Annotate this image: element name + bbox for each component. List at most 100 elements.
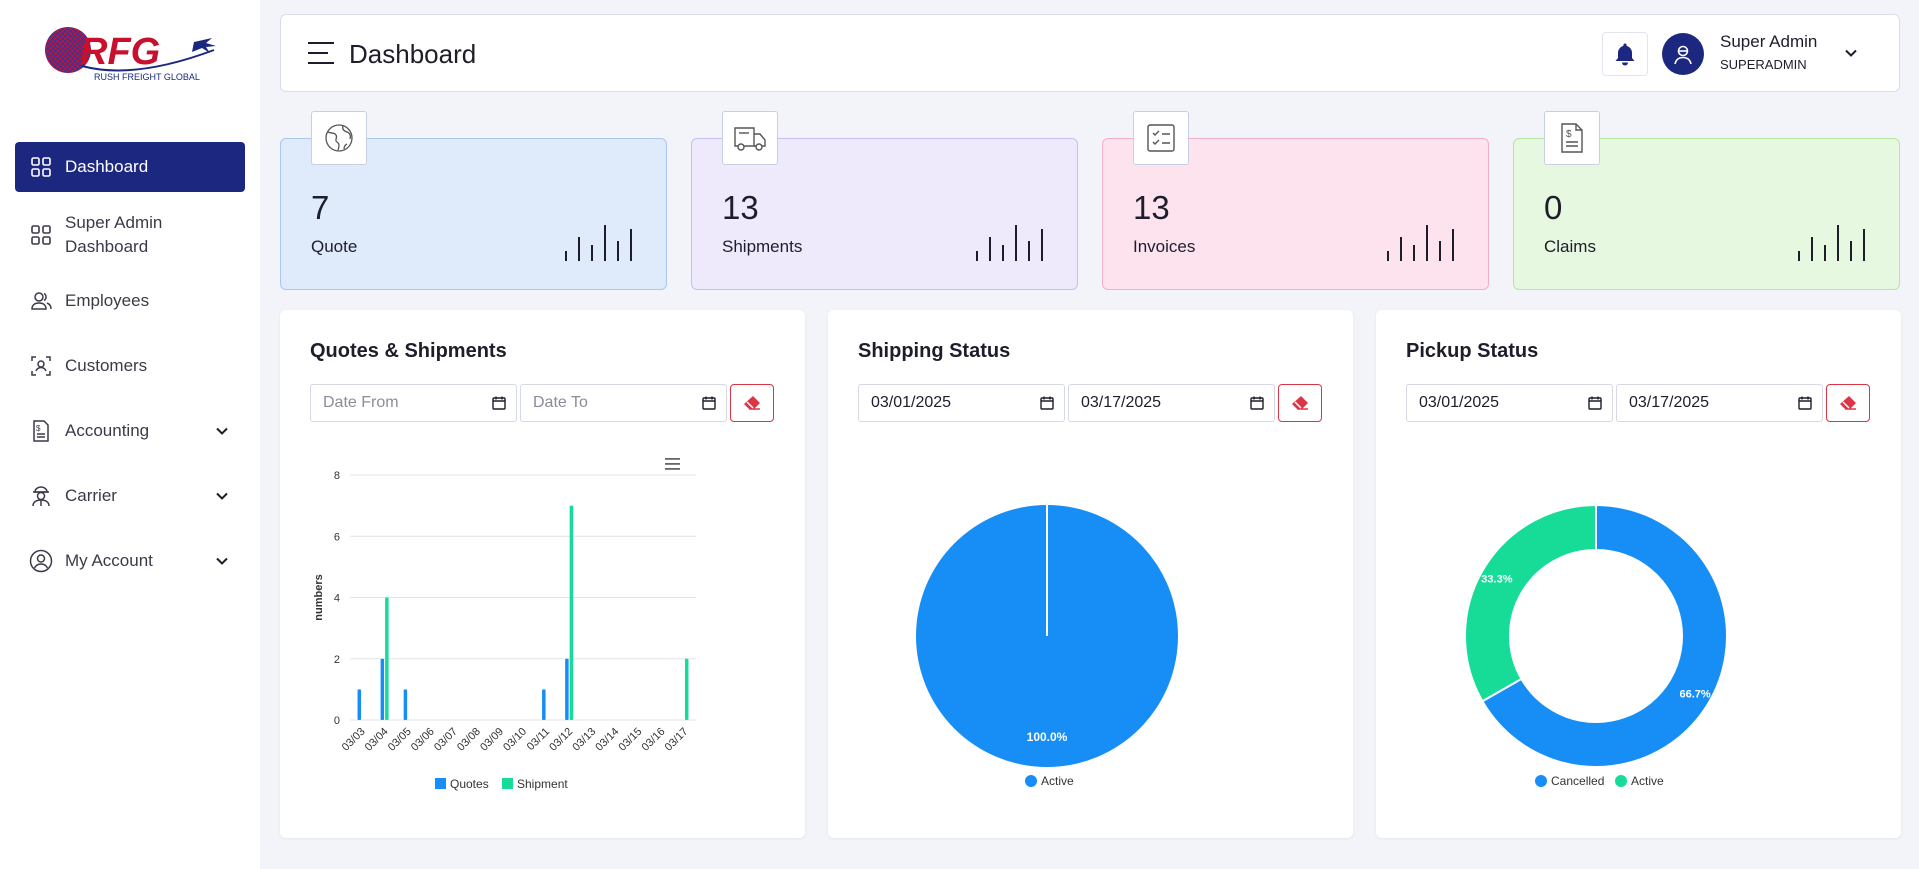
clear-dates-button[interactable]	[1278, 384, 1322, 422]
date-to-input[interactable]: Date To	[520, 384, 727, 422]
date-to-input[interactable]: 03/17/2025	[1616, 384, 1823, 422]
sidebar-nav: Dashboard Super Admin Dashboard Employee…	[15, 142, 245, 601]
logo-text: RFG	[80, 31, 160, 73]
bar-sparkline-icon	[1798, 225, 1865, 261]
user-name[interactable]: Super Admin	[1720, 32, 1818, 51]
legend-swatch	[1025, 775, 1037, 787]
date-from-value: 03/01/2025	[1419, 394, 1500, 411]
hamburger-menu-icon[interactable]	[307, 39, 335, 67]
legend-swatch	[1615, 775, 1627, 787]
stat-value: 13	[1133, 189, 1170, 226]
stat-label: Shipments	[722, 237, 803, 256]
grid-icon	[29, 223, 53, 247]
date-from-input[interactable]: Date From	[310, 384, 517, 422]
chart-menu-icon[interactable]	[665, 458, 680, 470]
svg-text:$: $	[36, 424, 41, 433]
donut-slice-cancelled	[1481, 503, 1728, 768]
panel-title: Quotes & Shipments	[310, 340, 507, 362]
bar-shipment	[684, 658, 689, 720]
carrier-person-icon	[29, 484, 53, 508]
sidebar-item-label: Carrier	[65, 486, 117, 505]
quotes-shipments-panel: Quotes & Shipments Date From Date To 0 2 4…	[280, 310, 805, 838]
sidebar-item-label: Super Admin Dashboard	[65, 213, 163, 256]
notifications-button[interactable]	[1602, 32, 1648, 76]
x-tick-label: 03/04	[363, 726, 391, 754]
sidebar-item-my-account[interactable]: My Account	[15, 536, 245, 586]
bar-shipment	[569, 505, 574, 720]
eraser-icon	[744, 396, 760, 410]
stat-value: 13	[722, 189, 759, 226]
stat-card-claims[interactable]: $ 0 Claims	[1513, 111, 1900, 290]
chevron-down-icon[interactable]	[215, 424, 229, 438]
stat-icon-badge	[311, 111, 367, 165]
bell-icon	[1615, 43, 1635, 66]
stat-card-shipments[interactable]: 13 Shipments	[691, 111, 1078, 290]
calendar-icon[interactable]	[1250, 396, 1264, 410]
date-from-value: 03/01/2025	[871, 394, 952, 411]
stat-card-quote[interactable]: 7 Quote	[280, 111, 667, 290]
chevron-down-icon[interactable]	[215, 554, 229, 568]
data-label: 100.0%	[1027, 730, 1068, 744]
date-from-placeholder: Date From	[323, 394, 399, 411]
stat-icon-badge	[722, 111, 778, 165]
panel-title: Shipping Status	[858, 340, 1011, 362]
stat-icon-badge	[1133, 111, 1189, 165]
clear-dates-button[interactable]	[730, 384, 774, 422]
user-avatar-icon	[1674, 45, 1692, 65]
panel-title: Pickup Status	[1406, 340, 1539, 362]
rfg-logo[interactable]: RFG RUSH FREIGHT GLOBAL	[44, 20, 224, 86]
stat-card-invoices[interactable]: 13 Invoices	[1102, 111, 1489, 290]
user-scan-icon	[29, 354, 53, 378]
quotes-shipments-bar-chart: 02468numbers03/0303/0403/0503/0603/0703/…	[313, 458, 696, 791]
date-from-input[interactable]: 03/01/2025	[1406, 384, 1613, 422]
avatar[interactable]	[1662, 33, 1704, 75]
calendar-icon[interactable]	[1798, 396, 1812, 410]
x-tick-label: 03/08	[455, 726, 483, 754]
y-tick-label: 0	[334, 715, 340, 727]
eraser-icon	[1840, 396, 1856, 410]
calendar-icon[interactable]	[492, 396, 506, 410]
sidebar-item-super-admin-dashboard[interactable]: Super Admin Dashboard	[15, 207, 245, 263]
donut-slice-active	[1464, 503, 1597, 703]
sidebar-item-dashboard[interactable]: Dashboard	[15, 142, 245, 192]
y-tick-label: 2	[334, 654, 340, 666]
sidebar: RFG RUSH FREIGHT GLOBAL Dashboard Super …	[0, 0, 260, 869]
sidebar-item-label: My Account	[65, 551, 153, 570]
pickup-status-donut-chart: 66.7% 33.3% Cancelled Active	[1464, 503, 1728, 788]
clear-dates-button[interactable]	[1826, 384, 1870, 422]
sidebar-item-accounting[interactable]: $ Accounting	[15, 406, 245, 456]
user-role: SUPERADMIN	[1720, 57, 1807, 72]
invoice-icon: $	[29, 419, 53, 443]
chevron-down-icon[interactable]	[215, 489, 229, 503]
y-axis-label: numbers	[313, 574, 325, 620]
y-tick-label: 6	[334, 531, 340, 543]
x-tick-label: 03/15	[617, 726, 645, 754]
date-to-input[interactable]: 03/17/2025	[1068, 384, 1275, 422]
sidebar-item-employees[interactable]: Employees	[15, 276, 245, 326]
bar-quotes	[403, 689, 408, 720]
x-tick-label: 03/17	[663, 726, 691, 754]
sidebar-item-carrier[interactable]: Carrier	[15, 471, 245, 521]
logo-subtext: RUSH FREIGHT GLOBAL	[94, 72, 200, 82]
date-from-input[interactable]: 03/01/2025	[858, 384, 1065, 422]
legend-swatch	[502, 778, 513, 789]
chevron-down-icon[interactable]	[1844, 46, 1858, 60]
x-tick-label: 03/07	[432, 726, 460, 754]
calendar-icon[interactable]	[1588, 396, 1602, 410]
bar-sparkline-icon	[1387, 225, 1454, 261]
x-tick-label: 03/06	[409, 726, 437, 754]
legend-label: Cancelled	[1551, 774, 1604, 788]
stat-icon-badge: $	[1544, 111, 1600, 165]
x-tick-label: 03/11	[525, 726, 552, 753]
date-to-value: 03/17/2025	[1629, 394, 1710, 411]
users-icon	[29, 289, 53, 313]
bar-shipment	[385, 597, 389, 720]
sidebar-item-customers[interactable]: Customers	[15, 341, 245, 391]
dollar-document-icon: $	[1561, 123, 1583, 153]
stat-label: Claims	[1544, 237, 1596, 256]
x-tick-label: 03/05	[386, 726, 414, 754]
eraser-icon	[1292, 396, 1308, 410]
calendar-icon[interactable]	[1040, 396, 1054, 410]
calendar-icon[interactable]	[702, 396, 716, 410]
user-circle-icon	[29, 549, 53, 573]
